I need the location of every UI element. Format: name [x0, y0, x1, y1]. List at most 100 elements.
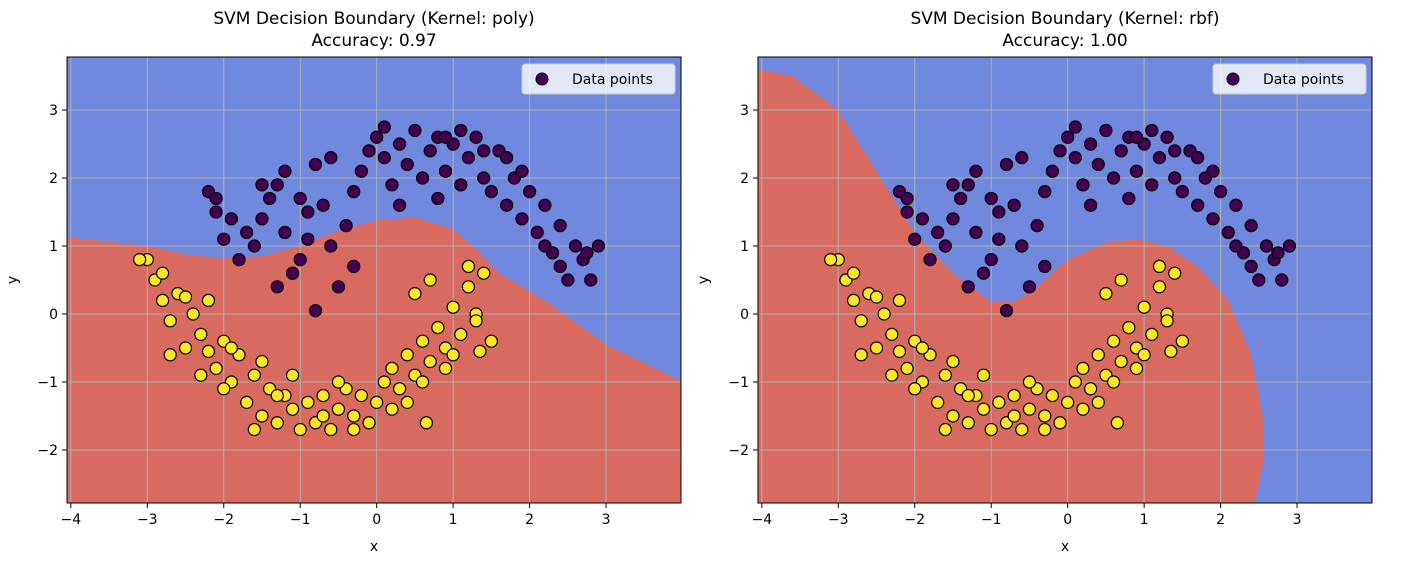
subplot-rbf: SVM Decision Boundary (Kernel: rbf) Accu… — [696, 9, 1373, 555]
data-point-class-0 — [1061, 130, 1075, 144]
data-point-class-0 — [1244, 219, 1258, 233]
data-point-class-1 — [316, 388, 330, 403]
chart-title: SVM Decision Boundary (Kernel: rbf) — [910, 9, 1219, 29]
data-point-class-0 — [1038, 185, 1052, 199]
data-point-class-1 — [1038, 409, 1052, 423]
data-point-class-0 — [999, 303, 1014, 318]
data-point-class-1 — [1114, 354, 1128, 369]
x-tick-label: 2 — [1216, 512, 1225, 528]
data-point-class-0 — [1191, 151, 1205, 165]
data-point-class-1 — [178, 341, 193, 355]
data-point-class-0 — [523, 185, 537, 199]
data-point-class-1 — [946, 409, 960, 423]
data-point-class-0 — [1114, 144, 1128, 158]
data-point-class-1 — [484, 334, 498, 348]
data-point-class-1 — [1145, 327, 1159, 341]
x-tick-label: −4 — [61, 512, 82, 528]
data-point-class-0 — [408, 123, 422, 138]
data-point-class-1 — [877, 307, 891, 321]
y-tick-label: −1 — [37, 375, 58, 391]
data-point-class-1 — [270, 416, 284, 430]
data-point-class-0 — [1160, 130, 1174, 144]
data-point-class-0 — [209, 205, 223, 219]
data-point-class-1 — [178, 290, 193, 304]
y-axis-ticks: −2 −1 0 1 2 3 — [728, 103, 758, 459]
data-point-class-1 — [1053, 416, 1067, 430]
data-point-class-0 — [301, 232, 315, 246]
data-point-class-0 — [1168, 144, 1182, 158]
data-point-class-0 — [1122, 191, 1136, 206]
data-point-class-1 — [209, 361, 223, 375]
data-point-class-0 — [900, 191, 914, 206]
data-point-class-0 — [415, 171, 430, 185]
data-point-class-1 — [163, 314, 177, 328]
data-point-class-0 — [385, 178, 399, 192]
data-point-class-0 — [423, 144, 437, 158]
data-point-class-1 — [1164, 344, 1178, 358]
data-point-class-0 — [393, 137, 407, 151]
data-point-class-0 — [247, 239, 261, 253]
data-point-class-1 — [270, 388, 284, 403]
data-point-class-1 — [1168, 266, 1182, 280]
data-point-class-0 — [938, 239, 952, 253]
data-point-class-1 — [846, 293, 861, 307]
class-1-region — [67, 217, 681, 503]
data-point-class-1 — [869, 290, 884, 304]
data-point-class-0 — [1007, 198, 1021, 212]
data-point-class-0 — [477, 144, 491, 158]
data-point-class-0 — [316, 198, 330, 212]
x-tick-label: 0 — [1063, 512, 1072, 528]
data-point-class-0 — [255, 178, 269, 192]
data-point-class-0 — [1244, 259, 1258, 274]
data-point-class-1 — [155, 293, 170, 307]
data-point-class-0 — [923, 253, 937, 267]
x-tick-label: −4 — [752, 512, 773, 528]
x-axis-ticks: −4 −3 −2 −1 0 1 2 3 — [752, 503, 1302, 528]
data-point-class-1 — [370, 395, 384, 409]
data-point-class-1 — [400, 348, 414, 362]
data-point-class-0 — [232, 253, 246, 267]
data-point-class-0 — [1259, 239, 1274, 253]
data-point-class-0 — [553, 219, 567, 233]
y-tick-label: 2 — [740, 171, 749, 187]
data-point-class-1 — [1007, 409, 1021, 423]
data-point-class-1 — [431, 320, 445, 335]
data-point-class-0 — [240, 225, 254, 240]
data-point-class-0 — [377, 120, 391, 134]
y-tick-label: 1 — [740, 239, 749, 255]
data-point-class-0 — [561, 273, 575, 287]
data-point-class-0 — [270, 178, 284, 192]
data-point-class-0 — [1221, 225, 1235, 240]
data-point-class-1 — [938, 422, 952, 437]
x-tick-label: −1 — [981, 512, 1002, 528]
data-point-class-0 — [293, 191, 307, 206]
data-point-class-1 — [1106, 375, 1121, 389]
data-point-class-0 — [1099, 123, 1113, 138]
grid — [758, 57, 1372, 503]
data-point-class-1 — [293, 422, 307, 437]
x-tick-label: −3 — [828, 512, 849, 528]
data-point-class-1 — [419, 416, 433, 430]
plot-frame — [757, 56, 1373, 504]
data-point-class-1 — [438, 361, 453, 375]
data-point-class-0 — [1030, 219, 1044, 233]
data-point-class-0 — [263, 191, 277, 206]
data-point-class-0 — [515, 212, 529, 226]
data-point-class-1 — [469, 314, 483, 328]
data-point-class-0 — [370, 130, 384, 144]
data-point-class-0 — [1022, 280, 1037, 294]
data-point-class-1 — [423, 273, 437, 287]
data-point-class-0 — [1282, 239, 1297, 253]
data-point-class-1 — [473, 344, 487, 358]
data-point-class-0 — [1038, 259, 1052, 274]
data-point-class-0 — [992, 205, 1006, 219]
data-point-class-1 — [1091, 348, 1105, 362]
x-tick-label: −3 — [137, 512, 158, 528]
data-point-class-0 — [1106, 171, 1121, 185]
data-point-class-0 — [454, 123, 468, 138]
data-point-class-0 — [454, 178, 468, 192]
data-point-class-0 — [1129, 130, 1144, 144]
data-point-class-0 — [278, 225, 292, 240]
data-point-class-0 — [580, 246, 594, 260]
data-point-class-0 — [285, 266, 300, 280]
